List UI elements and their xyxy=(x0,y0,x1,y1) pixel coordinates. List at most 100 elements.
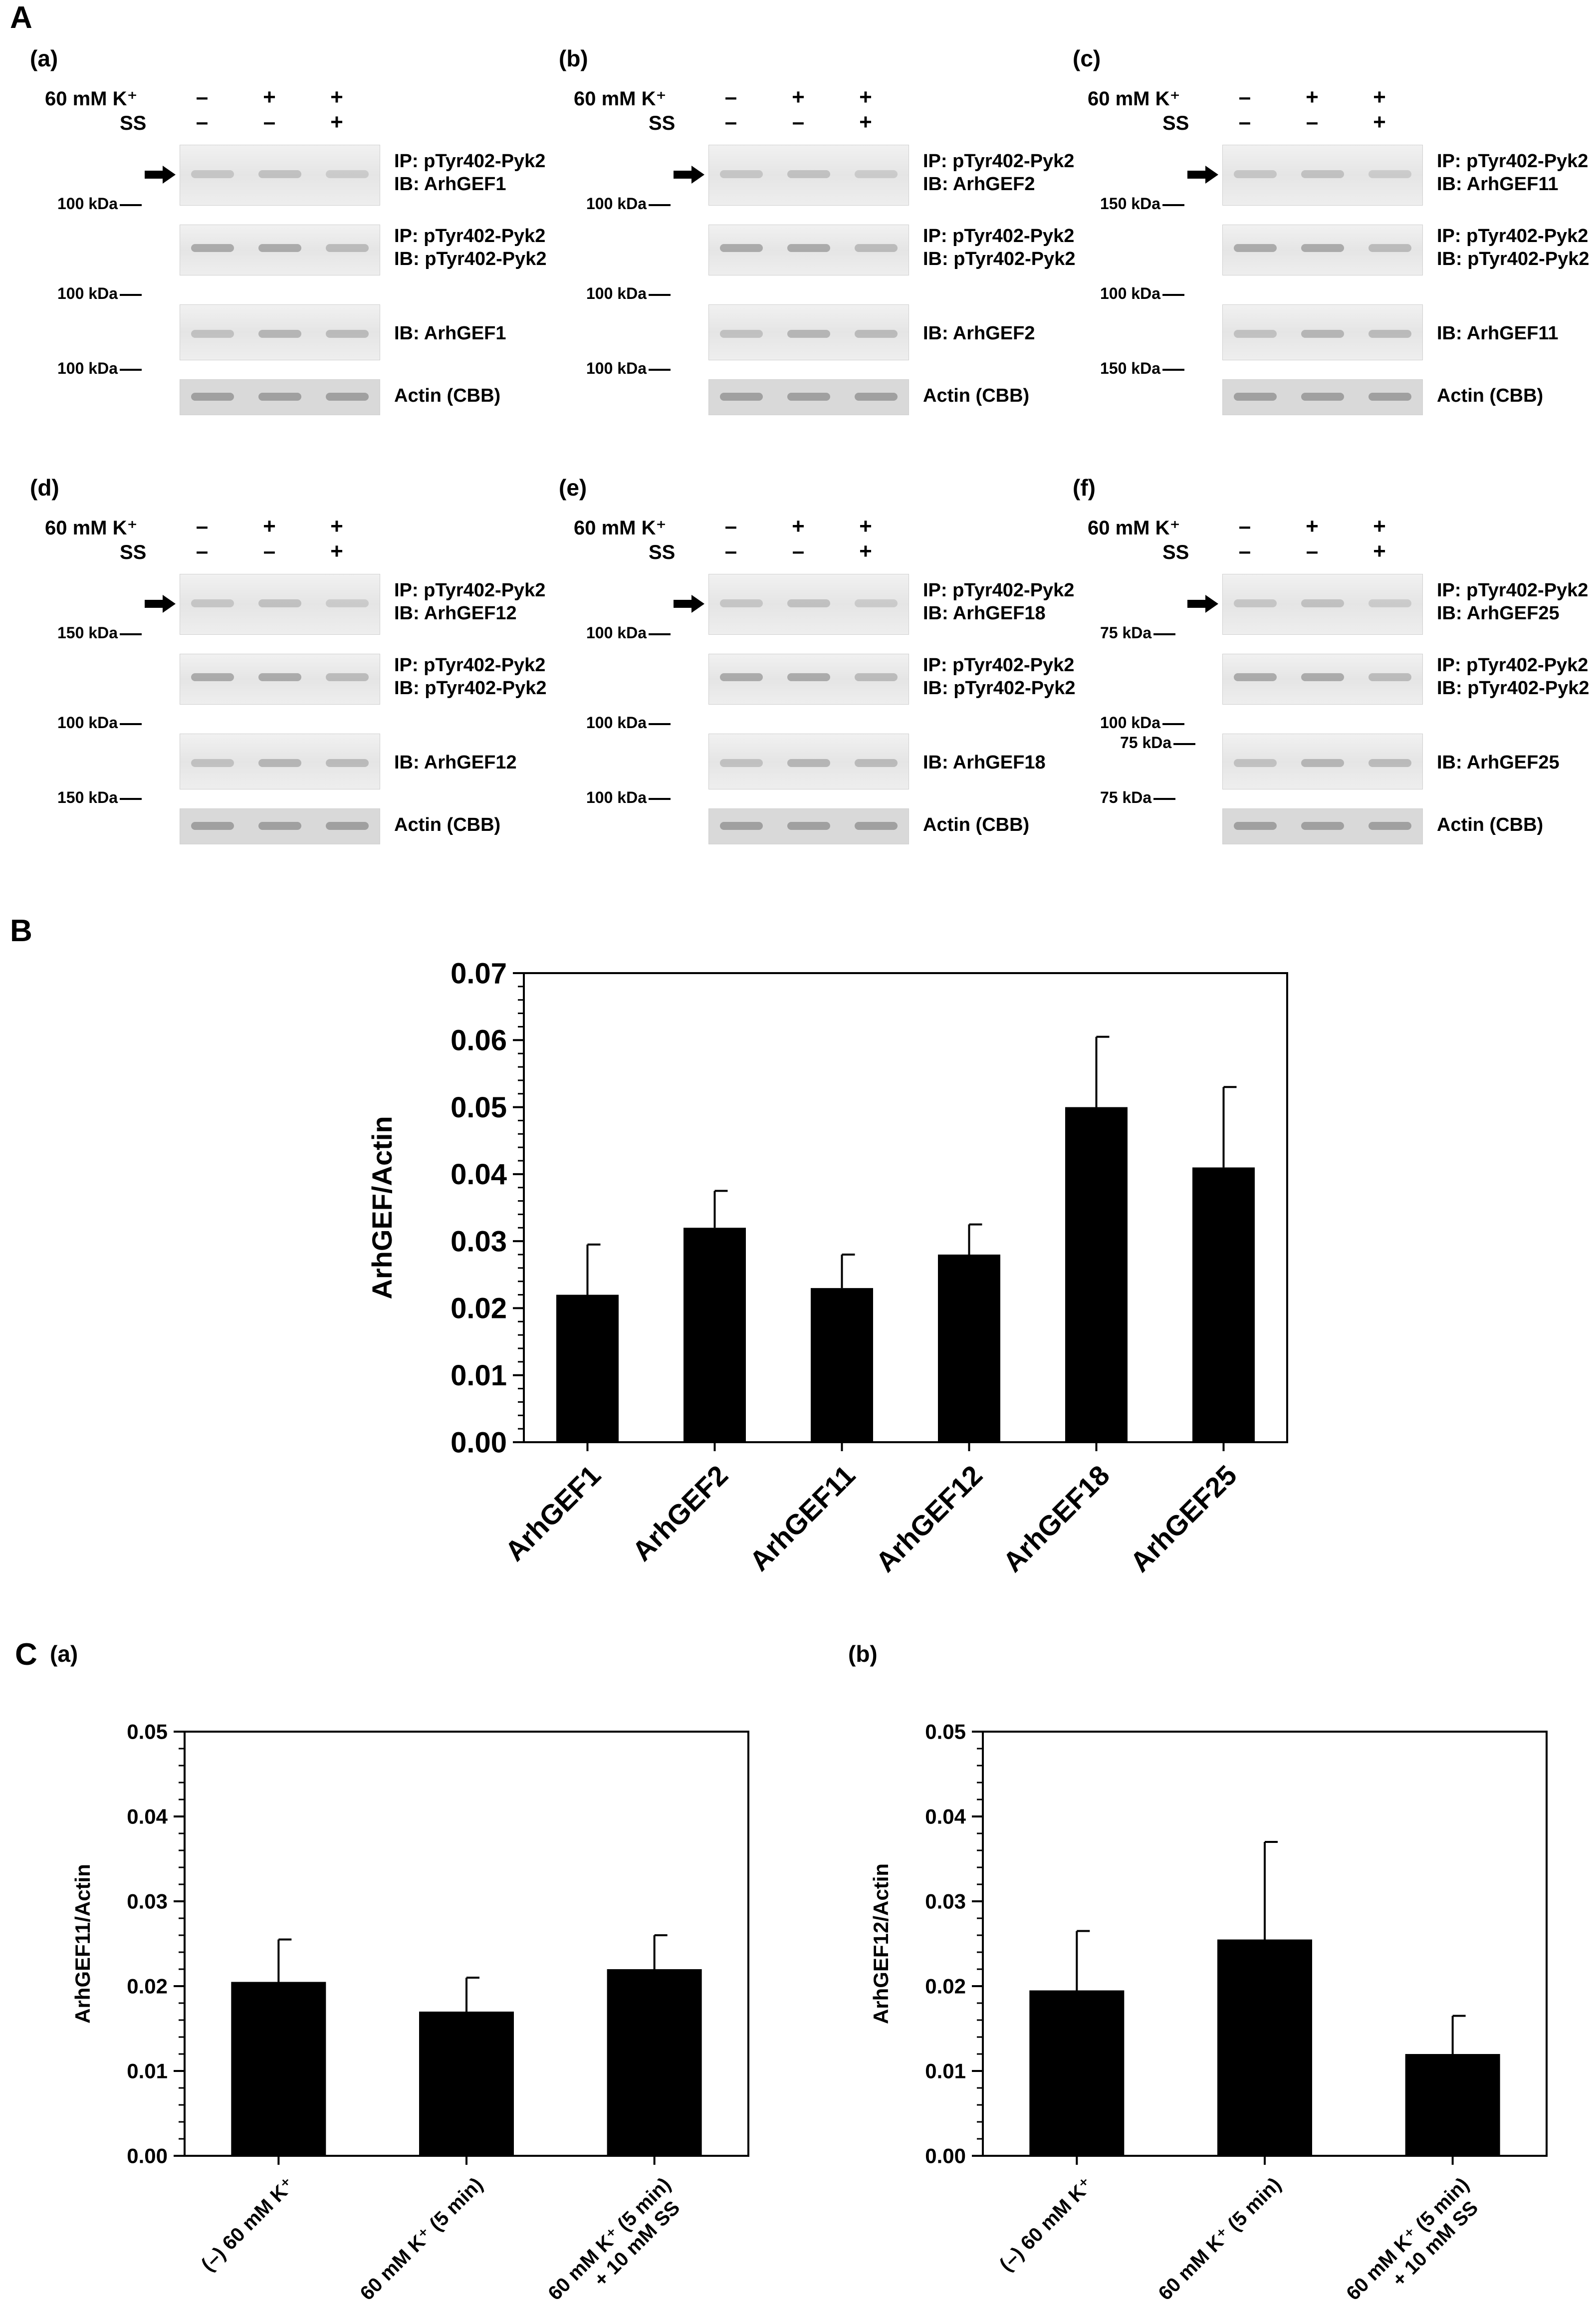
bar xyxy=(938,1255,1000,1442)
bar xyxy=(684,1228,746,1442)
blot-actin xyxy=(708,379,909,415)
panel-label: (f) xyxy=(1073,475,1096,501)
condition-label-ss: SS xyxy=(120,541,147,563)
kda-marker-1: 150 kDa xyxy=(1100,195,1184,213)
blot-ip-target xyxy=(708,574,909,635)
condition-label-ss: SS xyxy=(649,112,676,134)
plot-frame xyxy=(523,972,1288,1443)
x-tick-label: 60 mM K⁺ (5 min) xyxy=(356,2173,487,2305)
k-symbol-2: + xyxy=(792,514,805,538)
k-symbol-3: + xyxy=(330,514,343,538)
kda-marker-2: 100 kDa xyxy=(586,284,671,303)
blot-label-ip-1: IP: pTyr402-Pyk2 xyxy=(394,151,546,172)
x-tick-label: ArhGEF12 xyxy=(870,1459,988,1578)
blot-ip-pyk2 xyxy=(1222,654,1423,705)
blot-label-actin: Actin (CBB) xyxy=(1437,385,1544,406)
blot-label-ip-1: IP: pTyr402-Pyk2 xyxy=(923,580,1075,601)
kda-marker-2: 100 kDa xyxy=(57,284,142,303)
ss-symbol-1: – xyxy=(1238,110,1251,134)
k-symbol-2: + xyxy=(1306,85,1319,109)
ss-symbol-1: – xyxy=(724,110,737,134)
bar xyxy=(1065,1107,1128,1442)
blot-ip-target xyxy=(180,145,380,206)
k-symbol-2: + xyxy=(263,514,276,538)
x-tick-label-line: (–) 60 mM K⁺ xyxy=(995,2173,1098,2276)
y-tick-label: 0.00 xyxy=(451,1426,507,1459)
blot-panel-c: (c) 60 mM K⁺ – + + SS – – + 150 kDa IP: … xyxy=(1073,45,1592,459)
x-tick-label-line: 60 mM K⁺ (5 min) xyxy=(356,2173,487,2305)
kda-marker-2: 100 kDa xyxy=(586,714,671,732)
bar xyxy=(1029,1990,1125,2156)
blot-label-ib-pyk2: IB: pTyr402-Pyk2 xyxy=(923,249,1076,269)
blot-label-ib-target: IB: ArhGEF12 xyxy=(394,603,517,624)
blot-actin xyxy=(180,808,380,844)
y-tick-label: 0.01 xyxy=(127,2059,168,2083)
bar xyxy=(556,1294,619,1442)
arrow-icon xyxy=(1187,595,1218,613)
arrow-icon xyxy=(674,166,704,184)
bar xyxy=(1192,1167,1255,1442)
kda-marker-3: 100 kDa xyxy=(586,788,671,807)
blot-label-ip-2: IP: pTyr402-Pyk2 xyxy=(1437,655,1589,676)
blot-ip-pyk2 xyxy=(708,225,909,275)
x-tick-label: ArhGEF2 xyxy=(626,1459,734,1567)
y-tick-label: 0.05 xyxy=(925,1720,966,1744)
bar xyxy=(231,1982,326,2156)
x-tick-label-line: (–) 60 mM K⁺ xyxy=(197,2173,299,2276)
kda-marker-1: 75 kDa xyxy=(1100,624,1175,642)
blot-panel-a: (a) 60 mM K⁺ – + + SS – – + 100 kDa IP: … xyxy=(30,45,549,459)
x-tick-label-line: ArhGEF12 xyxy=(870,1459,988,1578)
y-axis-label: ArhGEF/Actin xyxy=(366,1116,398,1299)
blot-ip-pyk2 xyxy=(1222,225,1423,275)
ss-symbol-2: – xyxy=(263,539,276,563)
blot-label-ib-target-2: IB: ArhGEF1 xyxy=(394,323,506,344)
panel-label: (e) xyxy=(559,475,587,501)
blot-label-actin: Actin (CBB) xyxy=(923,814,1030,835)
kda-marker-1: 150 kDa xyxy=(57,624,142,642)
chart-panel-label: (b) xyxy=(848,1641,878,1667)
condition-label-k: 60 mM K⁺ xyxy=(45,88,138,110)
k-symbol-3: + xyxy=(1373,85,1386,109)
blot-label-ip-2: IP: pTyr402-Pyk2 xyxy=(394,655,546,676)
ss-symbol-1: – xyxy=(196,110,209,134)
blot-actin xyxy=(180,379,380,415)
ss-symbol-2: – xyxy=(792,539,805,563)
blot-label-ip-1: IP: pTyr402-Pyk2 xyxy=(923,151,1075,172)
blot-label-ib-target-2: IB: ArhGEF11 xyxy=(1437,323,1559,344)
x-tick-label: 60 mM K⁺ (5 min) xyxy=(1154,2173,1285,2305)
chart-b: 0.00 0.01 0.02 0.03 0.04 0.05 0.06 0.07 ArhGEF/A… xyxy=(366,957,1288,1578)
blot-ib-target xyxy=(1222,734,1423,789)
y-tick-label: 0.07 xyxy=(451,957,507,990)
blot-label-ib-target-2: IB: ArhGEF18 xyxy=(923,752,1046,773)
blot-label-ib-target: IB: ArhGEF11 xyxy=(1437,174,1559,195)
ss-symbol-3: + xyxy=(1373,110,1386,134)
y-tick-label: 0.04 xyxy=(925,1805,966,1828)
ss-symbol-2: – xyxy=(792,110,805,134)
bar xyxy=(1217,1939,1312,2156)
y-tick-label: 0.06 xyxy=(451,1025,507,1057)
panel-label: (a) xyxy=(30,45,58,71)
ss-symbol-1: – xyxy=(724,539,737,563)
condition-label-k: 60 mM K⁺ xyxy=(574,517,667,539)
blot-label-ip-2: IP: pTyr402-Pyk2 xyxy=(923,226,1075,247)
blot-ip-target xyxy=(180,574,380,635)
kda-marker-3: 100 kDa xyxy=(586,359,671,378)
blot-label-ip-1: IP: pTyr402-Pyk2 xyxy=(1437,580,1589,601)
blot-label-ip-1: IP: pTyr402-Pyk2 xyxy=(394,580,546,601)
kda-marker-2b: 75 kDa xyxy=(1120,734,1195,752)
y-tick-label: 0.03 xyxy=(925,1890,966,1913)
x-tick-label-line: ArhGEF1 xyxy=(499,1459,607,1567)
y-axis-label: ArhGEF11/Actin xyxy=(71,1864,94,2024)
blot-actin xyxy=(1222,808,1423,844)
blot-panel-b: (b) 60 mM K⁺ – + + SS – – + 100 kDa IP: … xyxy=(559,45,1078,459)
blot-label-ib-target: IB: ArhGEF25 xyxy=(1437,603,1560,624)
blot-ip-target xyxy=(1222,145,1423,206)
condition-label-k: 60 mM K⁺ xyxy=(574,88,667,110)
blot-label-ib-pyk2: IB: pTyr402-Pyk2 xyxy=(923,678,1076,699)
x-tick-label-line: 60 mM K⁺ (5 min) xyxy=(1154,2173,1285,2305)
k-symbol-2: + xyxy=(1306,514,1319,538)
condition-label-k: 60 mM K⁺ xyxy=(45,517,138,539)
condition-label-k: 60 mM K⁺ xyxy=(1088,88,1180,110)
kda-marker-3: 75 kDa xyxy=(1100,788,1175,807)
k-symbol-3: + xyxy=(859,514,872,538)
